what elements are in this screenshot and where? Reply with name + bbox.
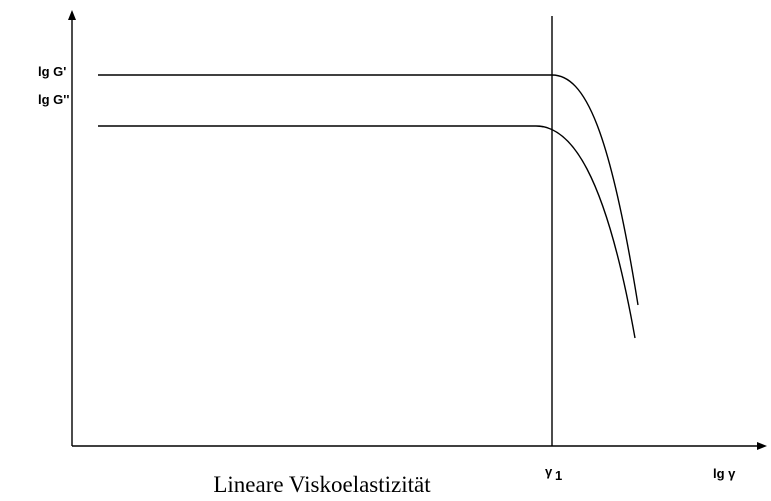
y-axis-arrow — [68, 10, 76, 20]
limit-symbol: γ — [545, 464, 553, 479]
storage-modulus-curve — [98, 74, 639, 306]
x-axis-label: lg γ — [713, 466, 736, 481]
limit-subscript: 1 — [555, 468, 562, 483]
x-axis-arrow — [757, 442, 767, 450]
loss-modulus-label: lg G'' — [38, 92, 69, 107]
region-label: Lineare Viskoelastizität — [213, 472, 431, 497]
loss-modulus-curve — [98, 125, 636, 339]
storage-modulus-label: lg G' — [38, 64, 66, 79]
